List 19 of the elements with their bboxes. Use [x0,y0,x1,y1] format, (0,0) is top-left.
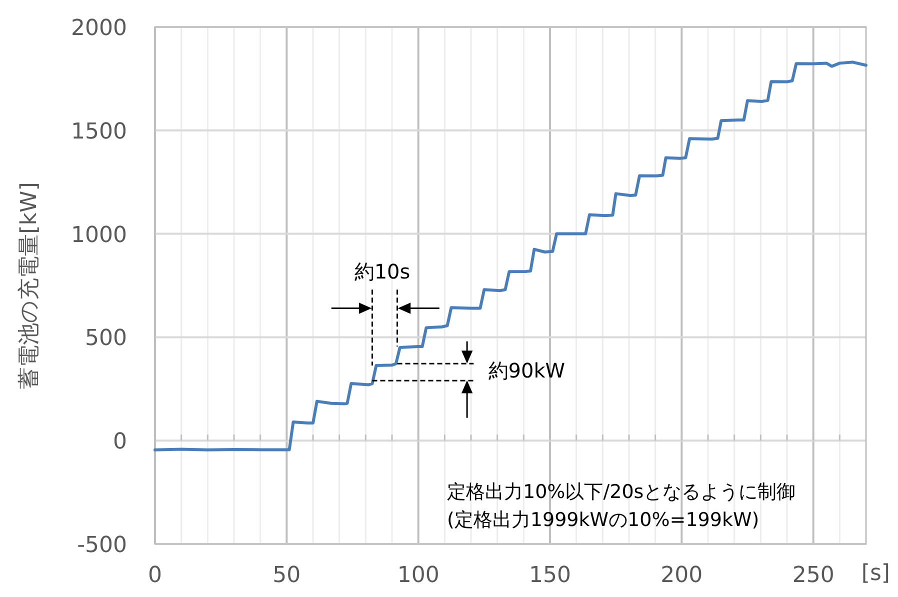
annotation: 約90kW [488,358,566,383]
x-tick-label: 50 [272,563,301,588]
x-tick-label: 150 [529,563,571,588]
y-tick-label: 1000 [71,222,127,248]
x-tick-label: 100 [397,563,440,588]
x-tick-label: 250 [792,563,834,588]
x-tick-label: 200 [660,563,703,588]
y-tick-label: 0 [113,430,127,455]
annotation: (定格出力1999kWの10%=199kW) [447,509,760,531]
y-tick-label: -500 [77,533,127,558]
y-tick-label: 500 [85,326,127,352]
x-axis-title: [s] [861,561,890,586]
y-axis-title: 蓄電池の充電量[kW] [17,182,42,389]
y-tick-label: 1500 [71,119,127,144]
line-series [154,60,868,452]
y-tick-label: 2000 [71,16,127,41]
x-tick-label: 0 [148,563,162,588]
annotation: 定格出力10%以下/20sとなるように制御 [447,481,796,503]
annotation: 約10s [354,260,410,284]
